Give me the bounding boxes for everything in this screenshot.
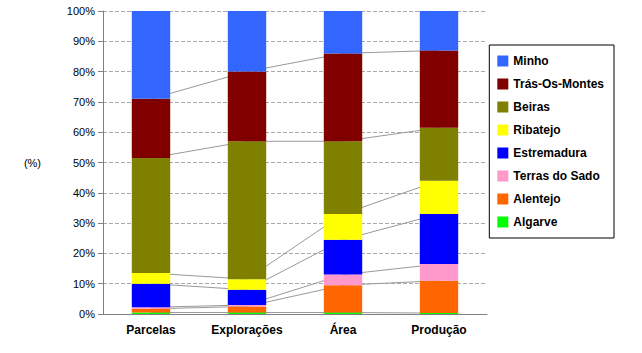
- svg-text:20%: 20%: [73, 247, 95, 259]
- svg-text:100%: 100%: [67, 5, 95, 17]
- svg-text:Explorações: Explorações: [211, 323, 283, 337]
- svg-text:Alentejo: Alentejo: [513, 192, 560, 206]
- svg-text:Área: Área: [330, 322, 357, 337]
- svg-text:Parcelas: Parcelas: [126, 323, 176, 337]
- svg-text:Estremadura: Estremadura: [513, 146, 587, 160]
- svg-text:Algarve: Algarve: [513, 215, 557, 229]
- svg-text:50%: 50%: [73, 157, 95, 169]
- svg-text:60%: 60%: [73, 126, 95, 138]
- svg-text:90%: 90%: [73, 35, 95, 47]
- svg-text:Minho: Minho: [513, 54, 548, 68]
- svg-text:Ribatejo: Ribatejo: [513, 123, 560, 137]
- svg-text:30%: 30%: [73, 217, 95, 229]
- svg-text:80%: 80%: [73, 66, 95, 78]
- svg-text:10%: 10%: [73, 278, 95, 290]
- svg-text:Produção: Produção: [411, 323, 466, 337]
- svg-text:0%: 0%: [79, 308, 95, 320]
- svg-text:Trás-Os-Montes: Trás-Os-Montes: [513, 77, 604, 91]
- svg-text:(%): (%): [24, 157, 41, 169]
- svg-text:40%: 40%: [73, 187, 95, 199]
- svg-text:70%: 70%: [73, 96, 95, 108]
- svg-text:Terras do Sado: Terras do Sado: [513, 169, 599, 183]
- svg-text:Beiras: Beiras: [513, 100, 550, 114]
